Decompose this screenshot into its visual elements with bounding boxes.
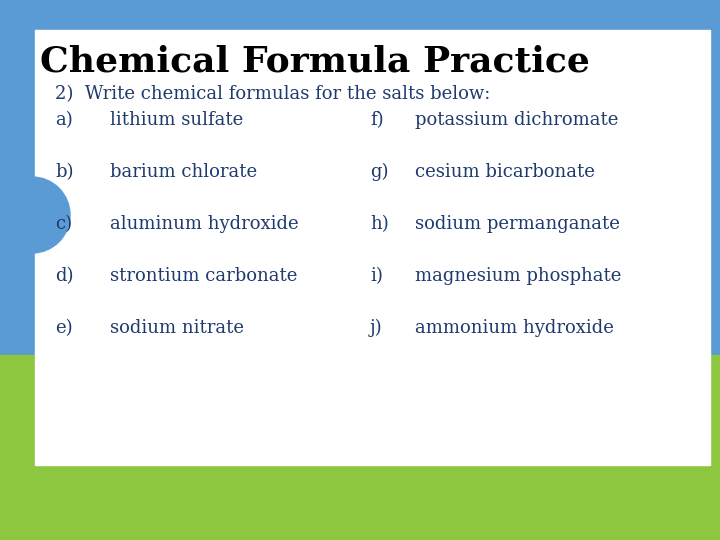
Text: lithium sulfate: lithium sulfate — [110, 111, 243, 129]
Text: sodium permanganate: sodium permanganate — [415, 215, 620, 233]
Text: f): f) — [370, 111, 384, 129]
Text: h): h) — [370, 215, 389, 233]
Text: potassium dichromate: potassium dichromate — [415, 111, 618, 129]
Bar — [0, 355, 720, 540]
Text: d): d) — [55, 267, 73, 285]
Text: barium chlorate: barium chlorate — [110, 163, 257, 181]
Text: strontium carbonate: strontium carbonate — [110, 267, 297, 285]
Text: b): b) — [55, 163, 73, 181]
Text: magnesium phosphate: magnesium phosphate — [415, 267, 621, 285]
Text: 2)  Write chemical formulas for the salts below:: 2) Write chemical formulas for the salts… — [55, 85, 490, 103]
Text: cesium bicarbonate: cesium bicarbonate — [415, 163, 595, 181]
Text: e): e) — [55, 319, 73, 337]
Text: j): j) — [370, 319, 382, 337]
Text: i): i) — [370, 267, 383, 285]
Text: sodium nitrate: sodium nitrate — [110, 319, 244, 337]
Bar — [35, 30, 710, 465]
Text: aluminum hydroxide: aluminum hydroxide — [110, 215, 299, 233]
Text: ammonium hydroxide: ammonium hydroxide — [415, 319, 614, 337]
Text: Chemical Formula Practice: Chemical Formula Practice — [40, 45, 590, 79]
Text: c): c) — [55, 215, 72, 233]
Circle shape — [0, 177, 70, 253]
Text: g): g) — [370, 163, 389, 181]
Text: a): a) — [55, 111, 73, 129]
